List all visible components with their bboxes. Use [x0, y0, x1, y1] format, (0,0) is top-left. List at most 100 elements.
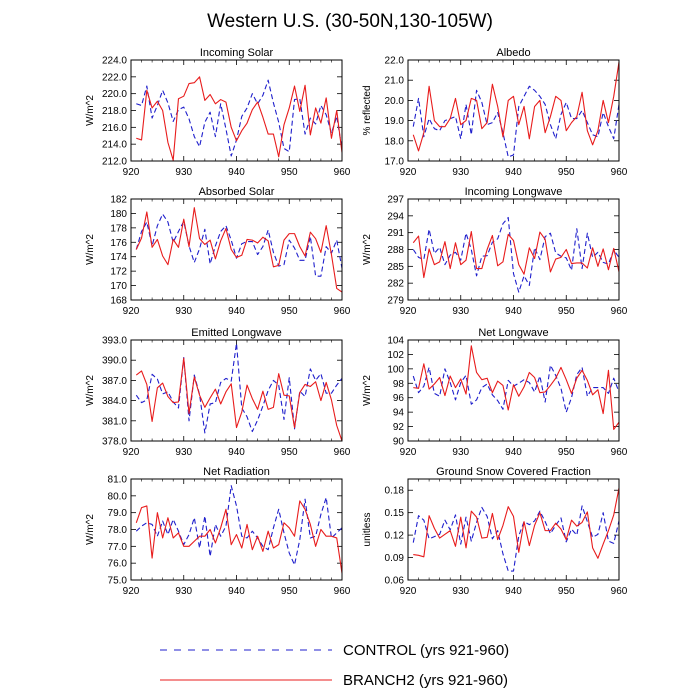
- plot-frame-net-longwave: [407, 339, 620, 442]
- series-control-absorbed-solar: [135, 213, 342, 277]
- x-tick-label-ground-snow-covered-fraction: 960: [611, 586, 628, 597]
- y-axis-label-emitted-longwave: W/m^2: [85, 375, 96, 406]
- y-tick-label-net-longwave: 92: [393, 422, 405, 433]
- panel-title-albedo: Albedo: [496, 47, 530, 59]
- x-tick-label-ground-snow-covered-fraction: 950: [558, 586, 575, 597]
- y-tick-label-incoming-longwave: 291: [387, 228, 404, 239]
- x-tick-label-net-longwave: 930: [452, 447, 469, 458]
- y-tick-label-absorbed-solar: 172: [110, 267, 127, 278]
- y-tick-label-incoming-longwave: 288: [387, 245, 404, 256]
- x-tick-label-net-radiation: 950: [281, 586, 298, 597]
- panel-title-net-longwave: Net Longwave: [478, 327, 548, 339]
- panel-title-ground-snow-covered-fraction: Ground Snow Covered Fraction: [436, 466, 591, 478]
- x-tick-label-net-radiation: 920: [123, 586, 140, 597]
- y-tick-label-emitted-longwave: 390.0: [102, 356, 127, 367]
- plot-frame-ground-snow-covered-fraction: [407, 478, 620, 581]
- x-tick-label-net-radiation: 960: [334, 586, 351, 597]
- y-tick-label-net-radiation: 76.0: [108, 559, 128, 570]
- x-tick-label-absorbed-solar: 920: [123, 306, 140, 317]
- x-tick-label-incoming-solar: 950: [281, 167, 298, 178]
- x-tick-label-net-longwave: 920: [400, 447, 417, 458]
- x-tick-label-absorbed-solar: 930: [175, 306, 192, 317]
- y-tick-label-albedo: 20.0: [385, 96, 405, 107]
- y-tick-label-emitted-longwave: 381.0: [102, 416, 127, 427]
- x-tick-label-ground-snow-covered-fraction: 940: [505, 586, 522, 597]
- x-tick-label-incoming-solar: 940: [228, 167, 245, 178]
- y-tick-label-incoming-longwave: 294: [387, 211, 404, 222]
- series-branch2-ground-snow-covered-fraction: [413, 487, 619, 559]
- x-tick-label-incoming-longwave: 960: [611, 306, 628, 317]
- x-tick-label-albedo: 950: [558, 167, 575, 178]
- plot-frame-emitted-longwave: [130, 339, 343, 442]
- series-control-net-longwave: [412, 364, 619, 413]
- panel-albedo: Albedo % reflected 920 930 940 950 960 17.0 18.0…: [362, 47, 628, 178]
- y-tick-label-ground-snow-covered-fraction: 0.15: [385, 508, 405, 519]
- y-tick-label-emitted-longwave: 384.0: [102, 396, 127, 407]
- legend: CONTROL (yrs 921-960) BRANCH2 (yrs 921-9…: [160, 642, 509, 689]
- y-tick-label-albedo: 22.0: [385, 56, 405, 67]
- y-tick-label-net-radiation: 79.0: [108, 508, 128, 519]
- y-tick-label-absorbed-solar: 170: [110, 281, 127, 292]
- y-tick-label-ground-snow-covered-fraction: 0.09: [385, 553, 405, 564]
- x-tick-label-albedo: 960: [611, 167, 628, 178]
- y-tick-label-absorbed-solar: 174: [110, 252, 127, 263]
- legend-control-label: CONTROL (yrs 921-960): [343, 642, 509, 659]
- y-tick-label-incoming-longwave: 282: [387, 279, 404, 290]
- y-axis-label-incoming-longwave: W/m^2: [362, 234, 373, 265]
- series-branch2-net-longwave: [413, 345, 619, 431]
- y-axis-label-ground-snow-covered-fraction: unitless: [362, 513, 373, 547]
- x-tick-label-absorbed-solar: 960: [334, 306, 351, 317]
- panel-title-emitted-longwave: Emitted Longwave: [191, 327, 282, 339]
- plot-frame-net-radiation: [130, 478, 343, 581]
- panel-title-absorbed-solar: Absorbed Solar: [199, 186, 275, 198]
- y-tick-label-incoming-solar: 222.0: [102, 72, 127, 83]
- panel-title-net-radiation: Net Radiation: [203, 466, 270, 478]
- x-tick-label-emitted-longwave: 940: [228, 447, 245, 458]
- y-tick-label-incoming-longwave: 285: [387, 262, 404, 273]
- y-tick-label-albedo: 21.0: [385, 76, 405, 87]
- series-control-ground-snow-covered-fraction: [412, 505, 619, 572]
- x-tick-label-net-radiation: 940: [228, 586, 245, 597]
- series-branch2-albedo: [412, 61, 619, 152]
- y-tick-label-emitted-longwave: 387.0: [102, 376, 127, 387]
- plot-frame-incoming-solar: [130, 59, 343, 162]
- x-tick-label-incoming-solar: 920: [123, 167, 140, 178]
- x-tick-label-net-longwave: 940: [505, 447, 522, 458]
- panel-net-radiation: Net Radiation W/m^2 920 930 940 950 960 75.0 76.…: [85, 466, 351, 597]
- y-tick-label-net-longwave: 102: [387, 350, 404, 361]
- x-tick-label-net-longwave: 960: [611, 447, 628, 458]
- y-tick-label-absorbed-solar: 178: [110, 223, 127, 234]
- series-control-net-radiation: [135, 485, 342, 566]
- y-tick-label-incoming-solar: 216.0: [102, 123, 127, 134]
- x-tick-label-emitted-longwave: 920: [123, 447, 140, 458]
- x-tick-label-incoming-solar: 960: [334, 167, 351, 178]
- panel-title-incoming-solar: Incoming Solar: [200, 47, 274, 59]
- x-tick-label-albedo: 920: [400, 167, 417, 178]
- y-tick-label-net-radiation: 78.0: [108, 525, 128, 536]
- panel-net-longwave: Net Longwave W/m^2 920 930 940 950 960 90 92 94 96…: [362, 327, 628, 458]
- y-tick-label-net-radiation: 75.0: [108, 576, 128, 587]
- y-tick-label-incoming-solar: 212.0: [102, 157, 127, 168]
- x-tick-label-absorbed-solar: 950: [281, 306, 298, 317]
- y-tick-label-emitted-longwave: 393.0: [102, 336, 127, 347]
- y-tick-label-net-longwave: 96: [393, 393, 405, 404]
- y-axis-label-albedo: % reflected: [362, 85, 373, 135]
- plot-frame-incoming-longwave: [407, 198, 620, 301]
- series-branch2-incoming-solar: [136, 76, 342, 161]
- series-control-incoming-solar: [136, 79, 342, 157]
- panel-incoming-longwave: Incoming Longwave W/m^2 920 930 940 950 960 279…: [362, 186, 628, 317]
- y-axis-label-net-longwave: W/m^2: [362, 375, 373, 406]
- y-tick-label-net-longwave: 94: [393, 408, 405, 419]
- x-tick-label-net-radiation: 930: [175, 586, 192, 597]
- y-tick-label-absorbed-solar: 180: [110, 209, 127, 220]
- y-tick-label-net-longwave: 104: [387, 336, 404, 347]
- y-tick-label-absorbed-solar: 182: [110, 195, 127, 206]
- y-tick-label-net-longwave: 100: [387, 364, 404, 375]
- y-tick-label-net-radiation: 80.0: [108, 491, 128, 502]
- y-tick-label-emitted-longwave: 378.0: [102, 437, 127, 448]
- y-tick-label-ground-snow-covered-fraction: 0.06: [385, 576, 405, 587]
- x-tick-label-emitted-longwave: 930: [175, 447, 192, 458]
- y-tick-label-ground-snow-covered-fraction: 0.18: [385, 486, 405, 497]
- y-tick-label-net-radiation: 81.0: [108, 475, 128, 486]
